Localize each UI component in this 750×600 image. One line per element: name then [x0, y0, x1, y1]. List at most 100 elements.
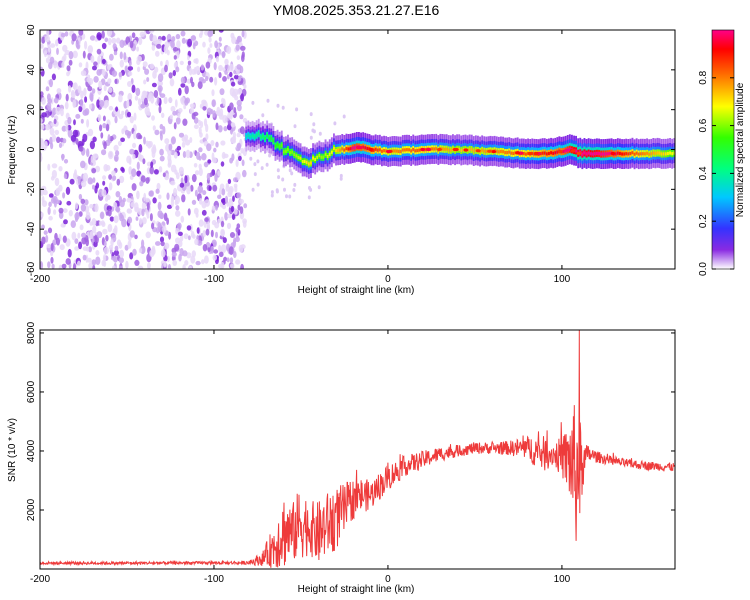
spectrogram-noise-cell	[71, 231, 77, 241]
spectrogram-noise-cell	[236, 132, 241, 138]
spectrogram-noise-cell	[172, 259, 177, 266]
spectrogram-ridge-cell	[591, 152, 594, 156]
spectrogram-noise-cell	[138, 144, 143, 153]
spectrogram-ridge-cell	[381, 149, 383, 153]
spectrogram-noise-cell	[112, 175, 117, 181]
spectrogram-noise-cell	[127, 240, 132, 249]
spectrogram-noise-cell	[69, 178, 75, 185]
spectrogram-noise-cell	[256, 159, 260, 164]
spectrogram-noise-cell	[61, 263, 67, 269]
spectrogram-noise-cell	[235, 159, 239, 168]
spectrogram-noise-cell	[333, 121, 337, 126]
spectrogram-ridge-cell	[600, 152, 603, 156]
spectrogram-noise-cell	[40, 118, 43, 124]
spectrogram-noise-cell	[87, 257, 92, 263]
spectrogram-noise-cell	[239, 198, 245, 204]
spectrogram-noise-cell	[142, 217, 147, 225]
spectrogram-noise-cell	[92, 136, 97, 143]
spectrogram-noise-cell	[224, 195, 229, 204]
spectrogram-noise-cell	[147, 262, 151, 269]
spectrogram-noise-cell	[102, 180, 106, 186]
spectrogram-noise-cell	[91, 88, 96, 94]
spectrogram-noise-cell	[177, 222, 182, 230]
spectrogram-noise-cell	[228, 246, 234, 256]
spectrogram-noise-cell	[242, 169, 247, 178]
spectrogram-noise-cell	[293, 182, 297, 187]
spectrogram-noise-cell	[149, 63, 155, 70]
spectrogram-noise-cell	[111, 70, 118, 77]
spectrogram-noise-cell	[205, 75, 209, 82]
spectrogram-ridge-cell	[289, 150, 291, 155]
spectrogram-noise-cell	[173, 55, 177, 60]
spectrogram-noise-cell	[235, 236, 240, 243]
spectrogram-noise-cell	[241, 54, 245, 63]
spectrogram-noise-cell	[175, 210, 181, 217]
spectrogram-ridge-cell	[662, 152, 665, 156]
spectrogram-noise-cell	[181, 141, 186, 148]
spectrogram-ridge-cell	[625, 152, 628, 156]
spectrogram-noise-cell	[53, 60, 58, 69]
spectrogram-noise-cell	[217, 194, 222, 199]
spectrogram-noise-cell	[236, 99, 242, 107]
spectrogram-ridge-cell	[316, 155, 319, 159]
spectrogram-noise-cell	[72, 99, 77, 108]
spectrogram-noise-cell	[139, 181, 144, 187]
spectrogram-noise-cell	[128, 71, 133, 77]
spectrogram-noise-cell	[172, 47, 179, 52]
spectrogram-noise-cell	[91, 168, 97, 174]
spectrogram-noise-cell	[157, 222, 162, 228]
spectrogram-noise-cell	[84, 96, 88, 103]
spectrogram-noise-cell	[169, 114, 173, 120]
spectrogram-noise-cell	[126, 111, 132, 118]
spectrogram-noise-cell	[158, 87, 162, 96]
spectrogram-peak-cell	[463, 148, 469, 152]
snr-plot-area	[40, 330, 675, 568]
spectrogram-noise-cell	[203, 161, 209, 168]
spectrogram-noise-cell	[213, 147, 217, 153]
spectrogram-ridge-cell	[623, 152, 626, 156]
spectrogram-noise-cell	[70, 220, 77, 229]
spectrogram-noise-cell	[135, 87, 141, 97]
spectrogram-noise-cell	[168, 72, 173, 79]
spectrogram-noise-cell	[198, 167, 203, 177]
spectrogram-noise-cell	[47, 261, 51, 269]
spectrogram-noise-cell	[221, 188, 226, 196]
spectrogram-noise-cell	[119, 39, 125, 48]
spectrogram-noise-cell	[56, 47, 59, 56]
spectrogram-noise-cell	[151, 44, 156, 51]
spectrogram-noise-cell	[101, 189, 107, 197]
spectrogram-noise-cell	[222, 76, 227, 82]
spectrogram-ridge-cell	[468, 147, 471, 152]
spectrogram-noise-cell	[114, 78, 118, 84]
spectrogram-noise-cell	[145, 231, 151, 239]
spectrogram-ridge-cell	[585, 152, 588, 156]
spectrogram-noise-cell	[80, 203, 86, 212]
spectrogram-noise-cell	[66, 200, 72, 206]
spectrogram-noise-cell	[137, 152, 142, 161]
spectrogram-peak-cell	[437, 147, 442, 152]
spectrogram-ridge-cell	[274, 144, 277, 148]
spectrogram-ridge-cell	[374, 147, 377, 151]
spectrogram-ridge-cell	[347, 147, 350, 151]
spectrogram-noise-cell	[92, 184, 95, 190]
spectrogram-noise-cell	[142, 158, 146, 165]
spectrogram-noise-cell	[129, 252, 134, 260]
spectrogram-noise-cell	[79, 98, 84, 108]
spectrogram-noise-cell	[64, 31, 69, 37]
spectrogram-noise-cell	[181, 37, 186, 44]
spectrogram-noise-cell	[218, 111, 222, 117]
spectrogram-ridge-cell	[253, 135, 256, 139]
spectrogram-noise-cell	[220, 161, 225, 167]
spectrogram-noise-cell	[229, 110, 233, 120]
spectrogram-noise-cell	[230, 122, 236, 128]
spectrogram-noise-cell	[167, 264, 172, 269]
spectrogram-noise-cell	[132, 153, 136, 160]
spectrogram-ridge-cell	[639, 152, 642, 156]
spectrogram-noise-cell	[159, 81, 163, 86]
spectrogram-noise-cell	[205, 133, 209, 141]
spectrogram-noise-cell	[197, 81, 203, 90]
spectrogram-noise-cell	[96, 99, 100, 109]
spectrogram-noise-cell	[270, 190, 274, 195]
spectrogram-noise-cell	[173, 122, 177, 130]
spectrogram-noise-cell	[173, 187, 178, 197]
